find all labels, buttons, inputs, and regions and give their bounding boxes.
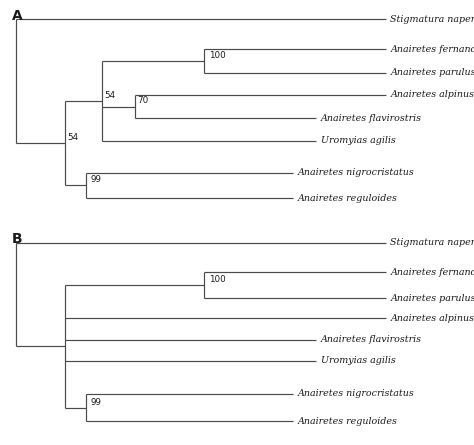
Text: 100: 100 <box>209 51 226 60</box>
Text: Anairetes parulus: Anairetes parulus <box>390 294 474 303</box>
Text: B: B <box>12 232 22 246</box>
Text: Uromyias agilis: Uromyias agilis <box>320 136 395 145</box>
Text: 54: 54 <box>105 91 116 100</box>
Text: Anairetes alpinus: Anairetes alpinus <box>390 90 474 99</box>
Text: Anairetes flavirostris: Anairetes flavirostris <box>320 335 421 344</box>
Text: Anairetes alpinus: Anairetes alpinus <box>390 314 474 323</box>
Text: Stigmatura napensis: Stigmatura napensis <box>390 15 474 24</box>
Text: 100: 100 <box>209 275 226 284</box>
Text: Anairetes fernandezianus: Anairetes fernandezianus <box>390 268 474 277</box>
Text: A: A <box>12 9 22 23</box>
Text: Anairetes fernandezianus: Anairetes fernandezianus <box>390 44 474 54</box>
Text: Anairetes reguloides: Anairetes reguloides <box>297 417 397 426</box>
Text: Anairetes parulus: Anairetes parulus <box>390 68 474 77</box>
Text: 99: 99 <box>91 397 102 407</box>
Text: Stigmatura napensis: Stigmatura napensis <box>390 238 474 247</box>
Text: Anairetes nigrocristatus: Anairetes nigrocristatus <box>297 389 414 398</box>
Text: Anairetes reguloides: Anairetes reguloides <box>297 194 397 202</box>
Text: Anairetes flavirostris: Anairetes flavirostris <box>320 114 421 123</box>
Text: 99: 99 <box>91 175 102 184</box>
Text: 54: 54 <box>67 133 79 142</box>
Text: Anairetes nigrocristatus: Anairetes nigrocristatus <box>297 168 414 177</box>
Text: Uromyias agilis: Uromyias agilis <box>320 356 395 365</box>
Text: 70: 70 <box>137 97 148 105</box>
